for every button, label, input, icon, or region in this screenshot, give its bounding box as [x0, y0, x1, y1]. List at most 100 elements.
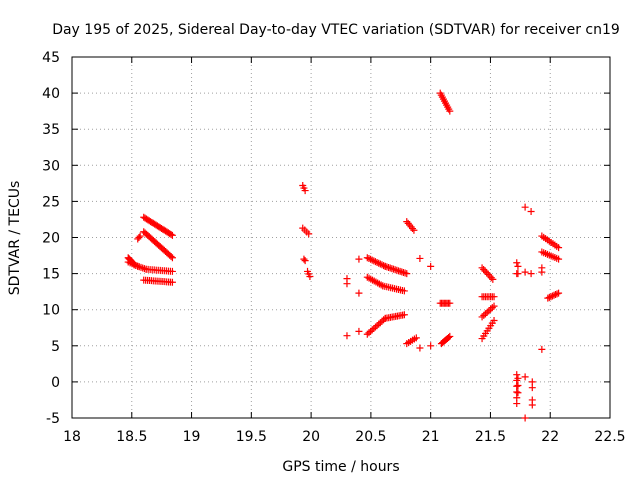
x-tick-label: 21.5 [475, 429, 506, 445]
x-tick-label: 18 [63, 429, 81, 445]
chart-title: Day 195 of 2025, Sidereal Day-to-day VTE… [52, 22, 620, 38]
x-tick-label: 20.5 [355, 429, 386, 445]
y-tick-label: 20 [42, 231, 60, 247]
data-point [380, 262, 388, 270]
x-tick-label: 18.5 [116, 429, 147, 445]
y-tick-label: 5 [51, 339, 60, 355]
data-point [167, 252, 175, 260]
data-point [132, 262, 140, 270]
data-point [370, 257, 378, 265]
data-point [555, 255, 563, 263]
data-point [487, 274, 495, 282]
data-point [486, 272, 494, 280]
data-point [552, 291, 560, 299]
data-point [376, 260, 384, 268]
data-point [306, 272, 314, 280]
data-point [408, 225, 416, 233]
data-point [445, 333, 453, 341]
data-point [355, 289, 363, 297]
data-point [168, 267, 176, 275]
data-point [478, 313, 486, 321]
data-point [527, 208, 535, 216]
x-tick-label: 21 [422, 429, 440, 445]
data-point [521, 373, 529, 381]
data-point [528, 401, 536, 409]
data-point [373, 258, 381, 266]
x-tick-label: 20 [302, 429, 320, 445]
data-point [514, 382, 522, 390]
data-point [412, 334, 420, 342]
data-point [521, 268, 529, 276]
data-point [140, 265, 148, 273]
data-point [300, 255, 308, 263]
data-point [483, 269, 491, 277]
data-point [378, 261, 386, 269]
data-point [137, 263, 145, 271]
data-point [367, 255, 375, 263]
data-point [400, 311, 408, 319]
data-point [521, 414, 529, 422]
data-point [514, 389, 522, 397]
data-point [167, 230, 175, 238]
data-point [513, 400, 521, 408]
data-point [545, 293, 553, 301]
data-point [481, 310, 489, 318]
data-point [377, 281, 385, 289]
data-point [400, 287, 408, 295]
data-point [135, 234, 143, 241]
data-point [490, 302, 498, 310]
data-point [480, 311, 488, 319]
data-point [514, 262, 522, 270]
data-point [514, 374, 522, 382]
data-point [538, 345, 546, 353]
data-point [301, 257, 309, 265]
data-point [514, 270, 522, 278]
data-point [139, 264, 147, 272]
data-point [553, 290, 561, 298]
data-point [301, 187, 309, 195]
data-point [427, 262, 435, 270]
data-point [527, 270, 535, 278]
data-point [416, 344, 424, 352]
data-point [168, 254, 176, 262]
data-point [484, 270, 492, 278]
x-axis-label: GPS time / hours [282, 459, 399, 475]
data-point [480, 265, 488, 273]
y-tick-label: 0 [51, 375, 60, 391]
data-point [168, 278, 176, 286]
data-point [136, 232, 144, 240]
data-point [446, 299, 454, 307]
data-point [481, 267, 489, 275]
data-point [547, 293, 555, 301]
data-point [416, 254, 424, 262]
data-point [490, 293, 498, 301]
data-point [489, 275, 497, 283]
data-point [135, 263, 143, 271]
data-point [513, 259, 521, 267]
y-tick-label: 30 [42, 158, 60, 174]
data-point [427, 342, 435, 350]
data-point [375, 259, 383, 267]
data-point [371, 258, 379, 266]
x-tick-label: 22.5 [594, 429, 625, 445]
data-point [168, 231, 176, 239]
data-point [544, 294, 552, 302]
data-point [410, 226, 418, 234]
data-point [305, 230, 313, 238]
x-tick-labels: 18 18.5 19 19.5 20 20.5 21 21.5 22 22.5 [63, 429, 626, 445]
data-point [478, 264, 486, 272]
data-point [134, 262, 142, 270]
data-point [368, 256, 376, 264]
data-point [548, 292, 556, 300]
y-tick-label: 35 [42, 122, 60, 138]
x-tick-label: 19 [183, 429, 201, 445]
x-tick-label: 22 [541, 429, 559, 445]
x-tick-label: 19.5 [236, 429, 267, 445]
data-point [521, 203, 529, 211]
data-point [403, 270, 411, 278]
data-point [483, 308, 491, 316]
data-point [130, 261, 138, 269]
y-tick-label: 25 [42, 194, 60, 210]
data-point [355, 255, 363, 263]
